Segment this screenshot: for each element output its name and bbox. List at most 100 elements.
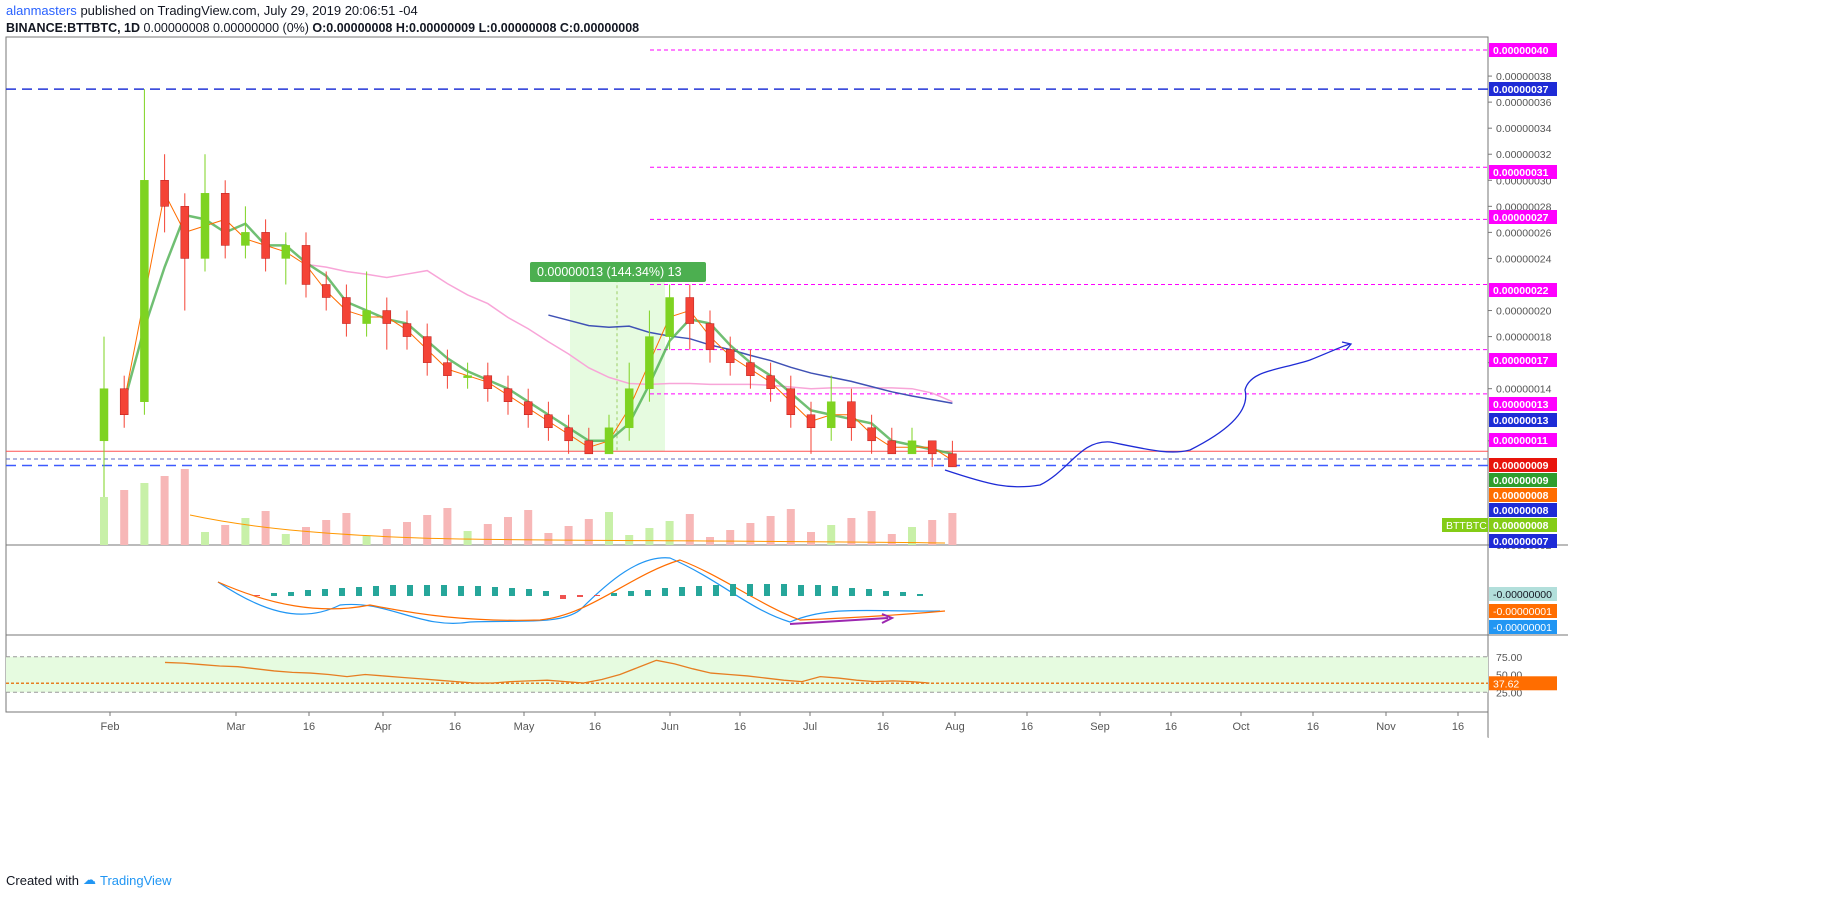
volume-bar: [120, 490, 129, 545]
x-tick-label: Jun: [661, 721, 679, 733]
macd-histogram-bar: [696, 586, 702, 596]
candle-body: [766, 375, 775, 389]
projection-arrow-icon: [1341, 341, 1353, 351]
volume-bar: [322, 520, 331, 545]
macd-histogram-bar: [390, 585, 396, 596]
volume-bar: [241, 518, 250, 545]
volume-ma-line: [189, 514, 946, 544]
candle-body: [382, 310, 392, 324]
price-label: 0.00000007: [1493, 536, 1549, 548]
macd-histogram-bar: [798, 585, 804, 596]
y-tick-label: 0.00000024: [1496, 253, 1552, 265]
ohlc-open: O:0.00000008: [312, 21, 393, 35]
candle-body: [725, 349, 735, 363]
x-tick-label: 16: [877, 721, 889, 733]
price-label: 0.00000037: [1493, 84, 1549, 96]
price-label: 0.00000013: [1493, 415, 1549, 427]
candle-body: [241, 232, 250, 246]
volume-bar: [605, 512, 613, 545]
volume-bar: [625, 535, 634, 545]
volume-bar: [564, 526, 573, 545]
price-label: 0.00000009: [1493, 460, 1549, 472]
macd-histogram-bar: [577, 595, 583, 597]
price-label: 0.00000008: [1493, 505, 1549, 517]
macd-histogram-bar: [509, 588, 515, 596]
price-label-bg: [1489, 43, 1557, 57]
macd-label-bg: [1489, 604, 1557, 618]
candle-body: [140, 180, 149, 402]
price-label: 0.00000008: [1493, 490, 1549, 502]
price-label-bg: [1489, 488, 1557, 502]
candle-body: [948, 453, 957, 468]
x-tick-label: Aug: [945, 721, 965, 733]
volume-bar: [685, 514, 694, 545]
x-tick-label: Sep: [1090, 721, 1110, 733]
volume-bar: [483, 524, 492, 545]
macd-histogram-bar: [339, 588, 345, 596]
rsi-band: [6, 656, 1488, 693]
macd-histogram-bar: [900, 592, 906, 596]
volume-bar: [786, 509, 795, 545]
volume-bar: [302, 527, 310, 545]
created-with-text: Created with: [6, 872, 79, 888]
volume-bar: [160, 476, 169, 545]
footer: Created with ☁ TradingView: [6, 872, 172, 888]
volume-bar: [423, 515, 432, 545]
volume-bar: [766, 516, 775, 545]
symbol-tag: BTTBTC: [1446, 520, 1487, 532]
macd-histogram-bar: [645, 590, 651, 596]
measure-label-bg: [530, 262, 706, 282]
price-label: 0.00000011: [1493, 435, 1548, 447]
ohlc-high: H:0.00000009: [395, 21, 476, 35]
candle-body: [443, 362, 452, 376]
divergence-line: [789, 617, 889, 625]
macd-histogram-bar: [288, 592, 294, 596]
rsi-value-bg: [1489, 676, 1557, 691]
volume-bar: [908, 527, 916, 545]
macd-histogram-bar: [764, 584, 770, 596]
volume-bar: [726, 530, 735, 545]
x-tick-label: 16: [589, 721, 601, 733]
price-label: 0.00000017: [1493, 355, 1549, 367]
candle-body: [160, 180, 169, 207]
ohlc-change: 0.00000008 0.00000000 (0%): [143, 21, 309, 35]
y-tick-label: 0.00000018: [1496, 332, 1552, 344]
candle-body: [463, 375, 472, 378]
candle-body: [523, 401, 533, 415]
candle-body: [119, 388, 129, 415]
macd-histogram-bar: [883, 591, 889, 596]
price-label-bg: [1489, 518, 1557, 532]
price-label-bg: [1489, 534, 1557, 548]
price-label-bg: [1489, 353, 1557, 367]
author-link[interactable]: alanmasters: [6, 3, 77, 18]
price-label-bg: [1489, 433, 1557, 447]
macd-histogram-bar: [628, 591, 634, 596]
price-label-bg: [1489, 283, 1557, 297]
macd-label: -0.00000001: [1493, 622, 1552, 634]
symbol-name: BINANCE:BTTBTC, 1D: [6, 21, 141, 35]
macd-histogram-bar: [424, 585, 430, 596]
candle-body: [624, 388, 634, 429]
macd-histogram-bar: [356, 587, 362, 596]
volume-bar: [342, 513, 351, 545]
macd-histogram-bar: [849, 588, 855, 596]
candle-body: [362, 310, 371, 324]
price-label: 0.00000013: [1493, 399, 1549, 411]
volume-bar: [504, 517, 512, 545]
macd-histogram-bar: [560, 595, 566, 599]
candle-body: [847, 401, 856, 429]
y-tick-label: 0.00000034: [1496, 123, 1552, 135]
tradingview-brand[interactable]: TradingView: [99, 872, 172, 888]
macd-histogram-bar: [373, 586, 379, 596]
candle-body: [200, 193, 210, 259]
macd-histogram-bar: [713, 585, 719, 596]
macd-histogram-bar: [679, 587, 685, 596]
x-tick-label: Feb: [101, 721, 120, 733]
tradingview-logo-icon[interactable]: ☁: [82, 872, 96, 887]
volume-bar: [887, 534, 896, 545]
price-label-bg: [1489, 165, 1557, 179]
rsi-value: 37.62: [1493, 678, 1519, 690]
volume-bar: [140, 483, 149, 545]
y-tick-label: 0.00000032: [1496, 149, 1552, 161]
